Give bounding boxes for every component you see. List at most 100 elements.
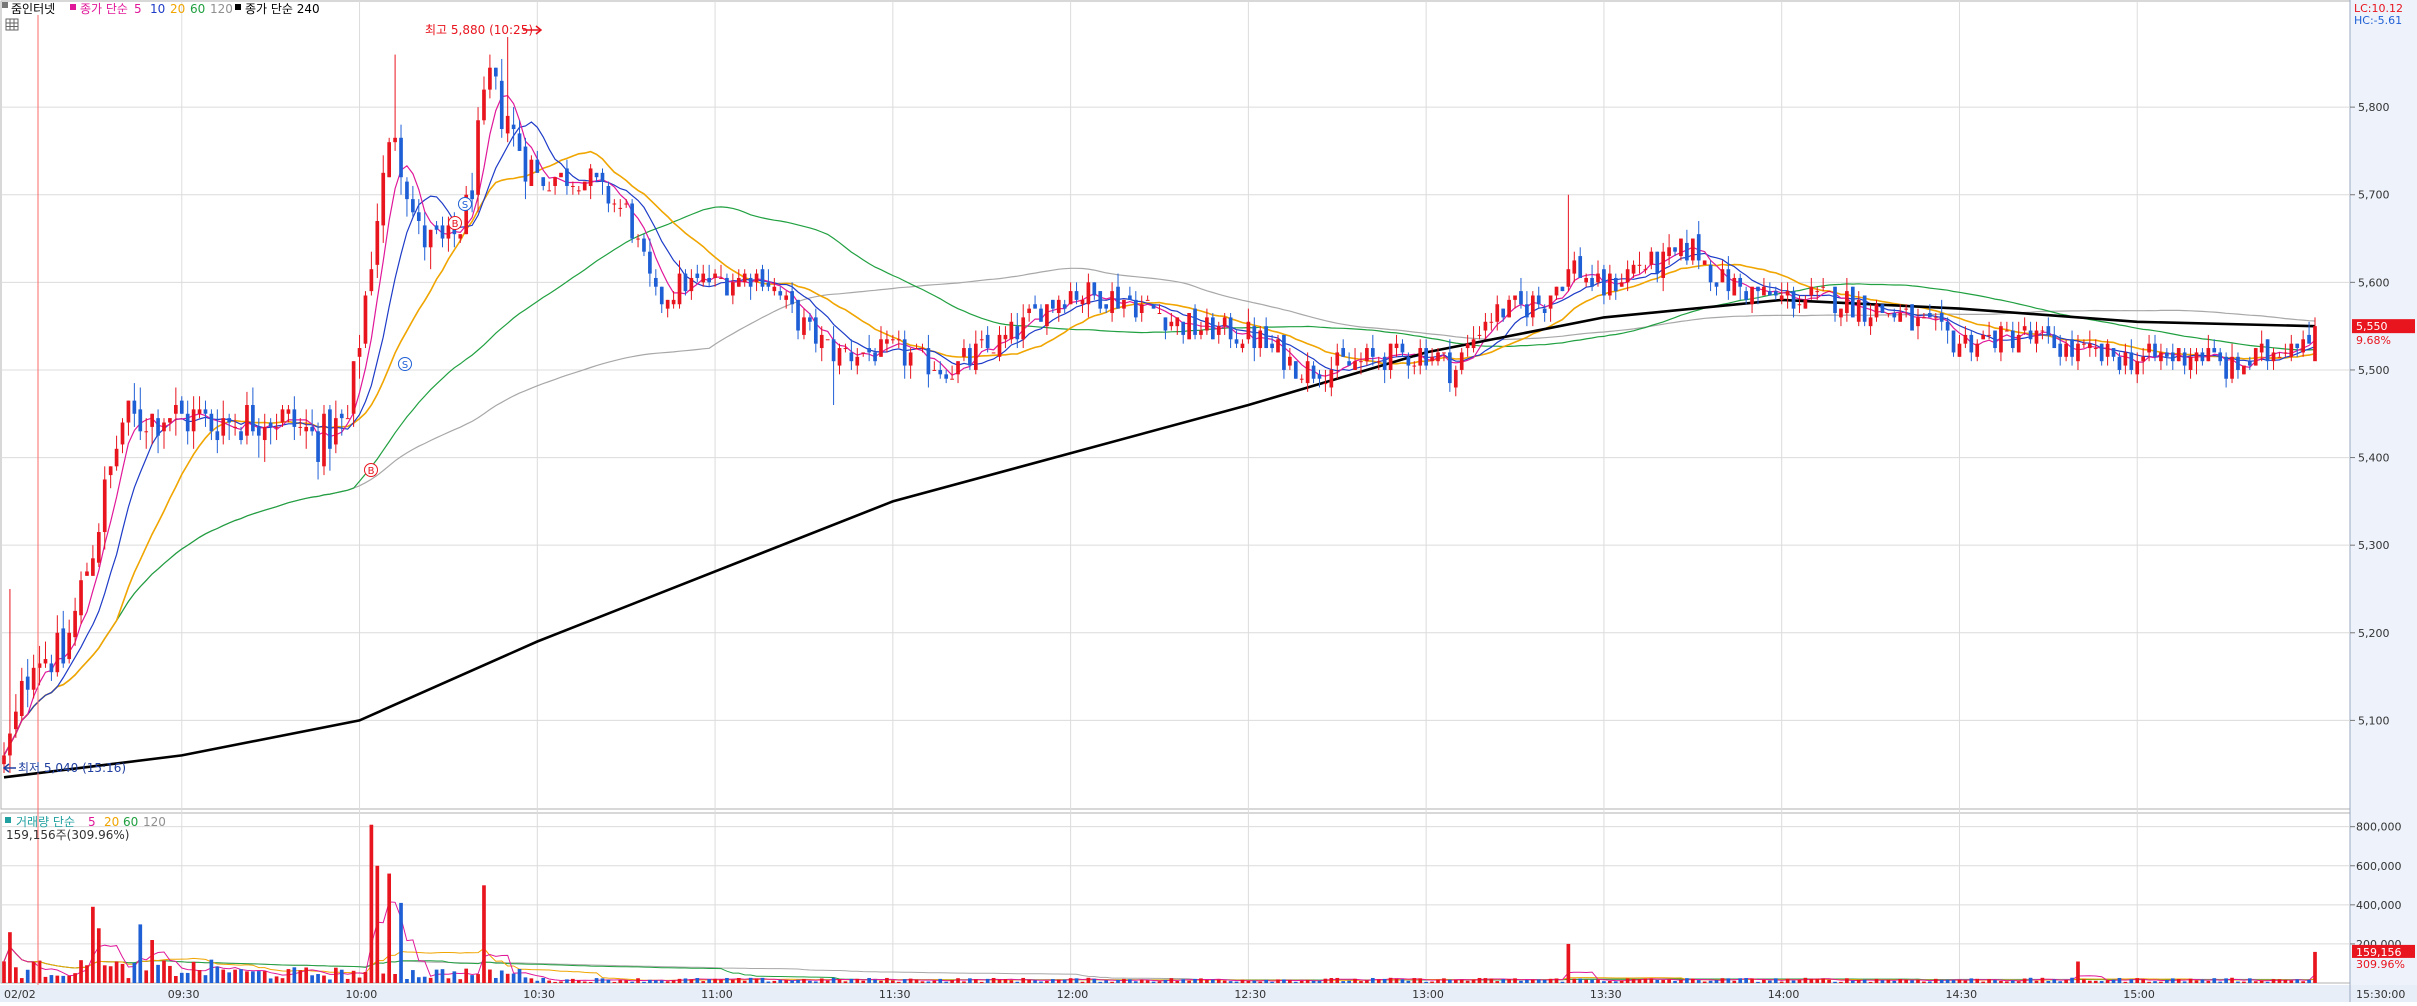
candle [1359, 352, 1363, 375]
candle [606, 181, 611, 213]
candle-body [1442, 352, 1446, 354]
volume-bar [2283, 980, 2288, 983]
candle [1969, 330, 1974, 362]
vol-ma60-period[interactable]: 60 [123, 815, 138, 829]
volume-bar [1234, 981, 1239, 983]
volume-bar [61, 975, 66, 983]
volume-bar [997, 979, 1002, 983]
candle-body [2052, 334, 2057, 349]
volume-bar [102, 965, 107, 983]
volume-bar [1602, 981, 1606, 983]
ma5-period[interactable]: 5 [134, 2, 142, 16]
candle [191, 396, 196, 449]
candle-body [458, 234, 463, 239]
vol-ma20-period[interactable]: 20 [104, 815, 119, 829]
candle-body [1542, 308, 1547, 314]
volume-bar [553, 981, 557, 983]
ma10-period[interactable]: 10 [150, 2, 165, 16]
vol-ma120-period[interactable]: 120 [143, 815, 166, 829]
candle-body [85, 571, 89, 576]
volume-bar [535, 980, 540, 983]
volume-bar [754, 978, 759, 983]
candle [1679, 238, 1683, 261]
candle [861, 352, 866, 357]
candle-body [1293, 361, 1298, 379]
volume-bar [659, 980, 664, 983]
candle [766, 269, 771, 292]
buy-signal-label: B [452, 219, 459, 230]
volume-bar [156, 964, 160, 983]
candle [902, 330, 907, 379]
volume-bar [1726, 978, 1731, 983]
candle-body [665, 299, 670, 309]
candle-body [114, 448, 119, 467]
volume-swatch-icon [5, 817, 11, 823]
volume-bar [79, 960, 83, 983]
candle [375, 203, 380, 278]
candle [339, 409, 344, 436]
volume-bar [932, 980, 937, 983]
volume-bar [766, 981, 771, 983]
candle [1151, 304, 1156, 309]
candle [2052, 326, 2057, 349]
candle-body [1495, 304, 1500, 322]
candle [156, 409, 160, 454]
candle-body [162, 422, 166, 432]
volume-bar [1880, 980, 1885, 983]
stock-name[interactable]: 줌인터넷 [11, 2, 55, 16]
ma20-period[interactable]: 20 [170, 2, 185, 16]
candle [1376, 356, 1381, 370]
candle-body [286, 409, 291, 414]
candle [636, 234, 640, 248]
candle-body [1370, 348, 1375, 357]
candle-body [1365, 348, 1369, 362]
volume-bar [316, 974, 320, 983]
ma60-period[interactable]: 60 [190, 2, 205, 16]
ma120-period[interactable]: 120 [210, 2, 233, 16]
candle [2283, 343, 2288, 357]
candle [2135, 352, 2140, 384]
candle-body [1181, 321, 1186, 335]
candle-body [73, 610, 77, 638]
legend-swatch-icon [2, 2, 8, 8]
candle-body [363, 295, 368, 344]
candle-body [2230, 356, 2234, 379]
volume-bar [896, 981, 901, 983]
ma240-label[interactable]: 종가 단순 240 [245, 2, 320, 16]
candle-body [802, 317, 806, 335]
volume-bar [55, 975, 60, 983]
candle-body [476, 120, 480, 195]
candle-body [1388, 343, 1393, 370]
candle [1039, 304, 1043, 322]
volume-bar [920, 981, 925, 983]
time-tick-label: 09:30 [168, 988, 200, 1001]
candle-body [1264, 326, 1268, 349]
candle [707, 264, 711, 287]
candle [1181, 321, 1186, 344]
candle [2230, 343, 2234, 384]
volume-bar [1987, 979, 1991, 983]
candle [1708, 260, 1713, 292]
candle [2034, 321, 2039, 353]
volume-bar [322, 975, 326, 983]
candle-body [1382, 356, 1387, 370]
candle [1732, 273, 1737, 296]
candle [677, 260, 682, 309]
candle [108, 466, 113, 489]
vol-ma5-period[interactable]: 5 [88, 815, 96, 829]
grid-table-icon[interactable] [5, 18, 19, 31]
candle-body [790, 291, 794, 305]
candle-body [310, 426, 314, 432]
candle-body [1578, 256, 1583, 278]
buy-signal-icon: B [364, 463, 378, 477]
candle-body [2005, 330, 2009, 332]
volume-bar [2135, 978, 2140, 983]
candle-body [280, 409, 285, 423]
volume-ma-label[interactable]: 거래량 단순 [16, 815, 75, 829]
ma-label[interactable]: 종가 단순 [80, 2, 128, 16]
volume-bar [363, 972, 368, 983]
candle [1613, 273, 1618, 300]
candle [411, 185, 415, 217]
volume-bar [588, 981, 593, 983]
